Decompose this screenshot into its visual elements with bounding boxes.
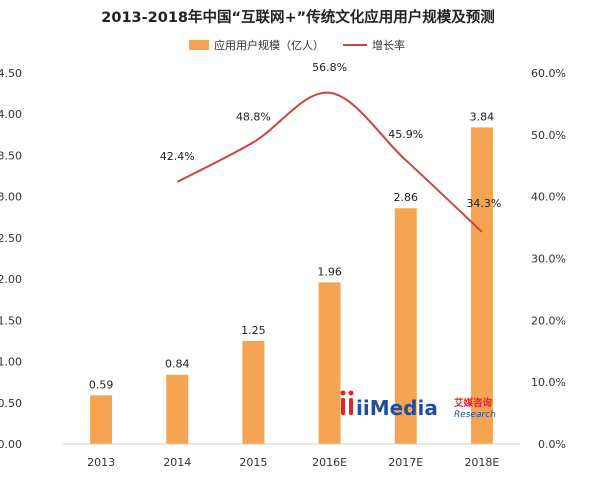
bar-labels: 0.59 0.84 1.25 1.96 2.86 3.84 (89, 110, 494, 391)
x-tick-label: 2013 (87, 456, 115, 469)
x-tick-label: 2017E (388, 456, 423, 469)
bar (90, 395, 113, 444)
left-tick-label: 3.00 (0, 191, 22, 204)
legend-bar-swatch (189, 40, 209, 50)
bar (166, 374, 189, 444)
legend: 应用用户规模（亿人） 增长率 (189, 38, 405, 52)
iimedia-logo-en: Research (454, 410, 496, 420)
growth-labels: 42.4% 48.8% 56.8% 45.9% 34.3% (160, 61, 502, 210)
right-tick-label: 20.0% (531, 314, 566, 327)
iimedia-logo-cn: 艾媒咨询 (454, 397, 493, 409)
growth-value-label: 45.9% (388, 128, 423, 141)
x-axis: 2013 2014 2015 2016E 2017E 2018E (63, 443, 520, 469)
x-tick-label: 2018E (464, 456, 499, 469)
left-tick-label: 0.00 (0, 438, 22, 451)
bar-value-label: 1.25 (241, 324, 266, 337)
bar-value-label: 0.84 (165, 358, 190, 371)
right-axis: 0.0% 10.0% 20.0% 30.0% 40.0% 50.0% 60.0% (531, 67, 566, 451)
left-tick-label: 2.00 (0, 273, 22, 286)
left-tick-label: 0.50 (0, 397, 22, 410)
iimedia-logo-mark (340, 390, 354, 415)
bar-value-label: 3.84 (470, 110, 495, 123)
bar (394, 208, 417, 444)
right-tick-label: 40.0% (531, 191, 566, 204)
left-tick-label: 4.50 (0, 67, 22, 80)
bar-value-label: 1.96 (317, 265, 342, 278)
x-tick-label: 2015 (239, 456, 267, 469)
right-tick-label: 60.0% (531, 67, 566, 80)
growth-value-label: 34.3% (466, 197, 501, 210)
x-tick-label: 2016E (312, 456, 347, 469)
bars (90, 127, 493, 444)
growth-line-path (176, 91, 483, 233)
bar (242, 340, 265, 444)
legend-line-label: 增长率 (372, 38, 405, 52)
growth-value-label: 48.8% (236, 110, 271, 123)
iimedia-logo: iiMedia 艾媒咨询 Research (340, 390, 496, 420)
x-tick-label: 2014 (163, 456, 191, 469)
left-tick-label: 3.50 (0, 149, 22, 162)
iimedia-logo-text: iiMedia (356, 396, 438, 420)
right-tick-label: 0.0% (538, 438, 566, 451)
right-tick-label: 50.0% (531, 129, 566, 142)
bar-value-label: 0.59 (89, 378, 114, 391)
left-tick-label: 1.50 (0, 314, 22, 327)
right-tick-label: 30.0% (531, 253, 566, 266)
growth-value-label: 56.8% (312, 61, 347, 74)
bar (470, 127, 493, 444)
right-tick-label: 10.0% (531, 376, 566, 389)
growth-value-label: 42.4% (160, 150, 195, 163)
growth-line (176, 91, 483, 233)
left-axis: 0.00 0.50 1.00 1.50 2.00 2.50 3.00 3.50 4.00 4.50 (0, 67, 22, 451)
left-tick-label: 4.00 (0, 108, 22, 121)
bar-value-label: 2.86 (394, 191, 419, 204)
bar (318, 282, 341, 444)
legend-bar-label: 应用用户规模（亿人） (214, 38, 324, 52)
left-tick-label: 1.00 (0, 356, 22, 369)
left-tick-label: 2.50 (0, 232, 22, 245)
chart-title: 2013-2018年中国“互联网+”传统文化应用用户规模及预测 (101, 8, 494, 26)
